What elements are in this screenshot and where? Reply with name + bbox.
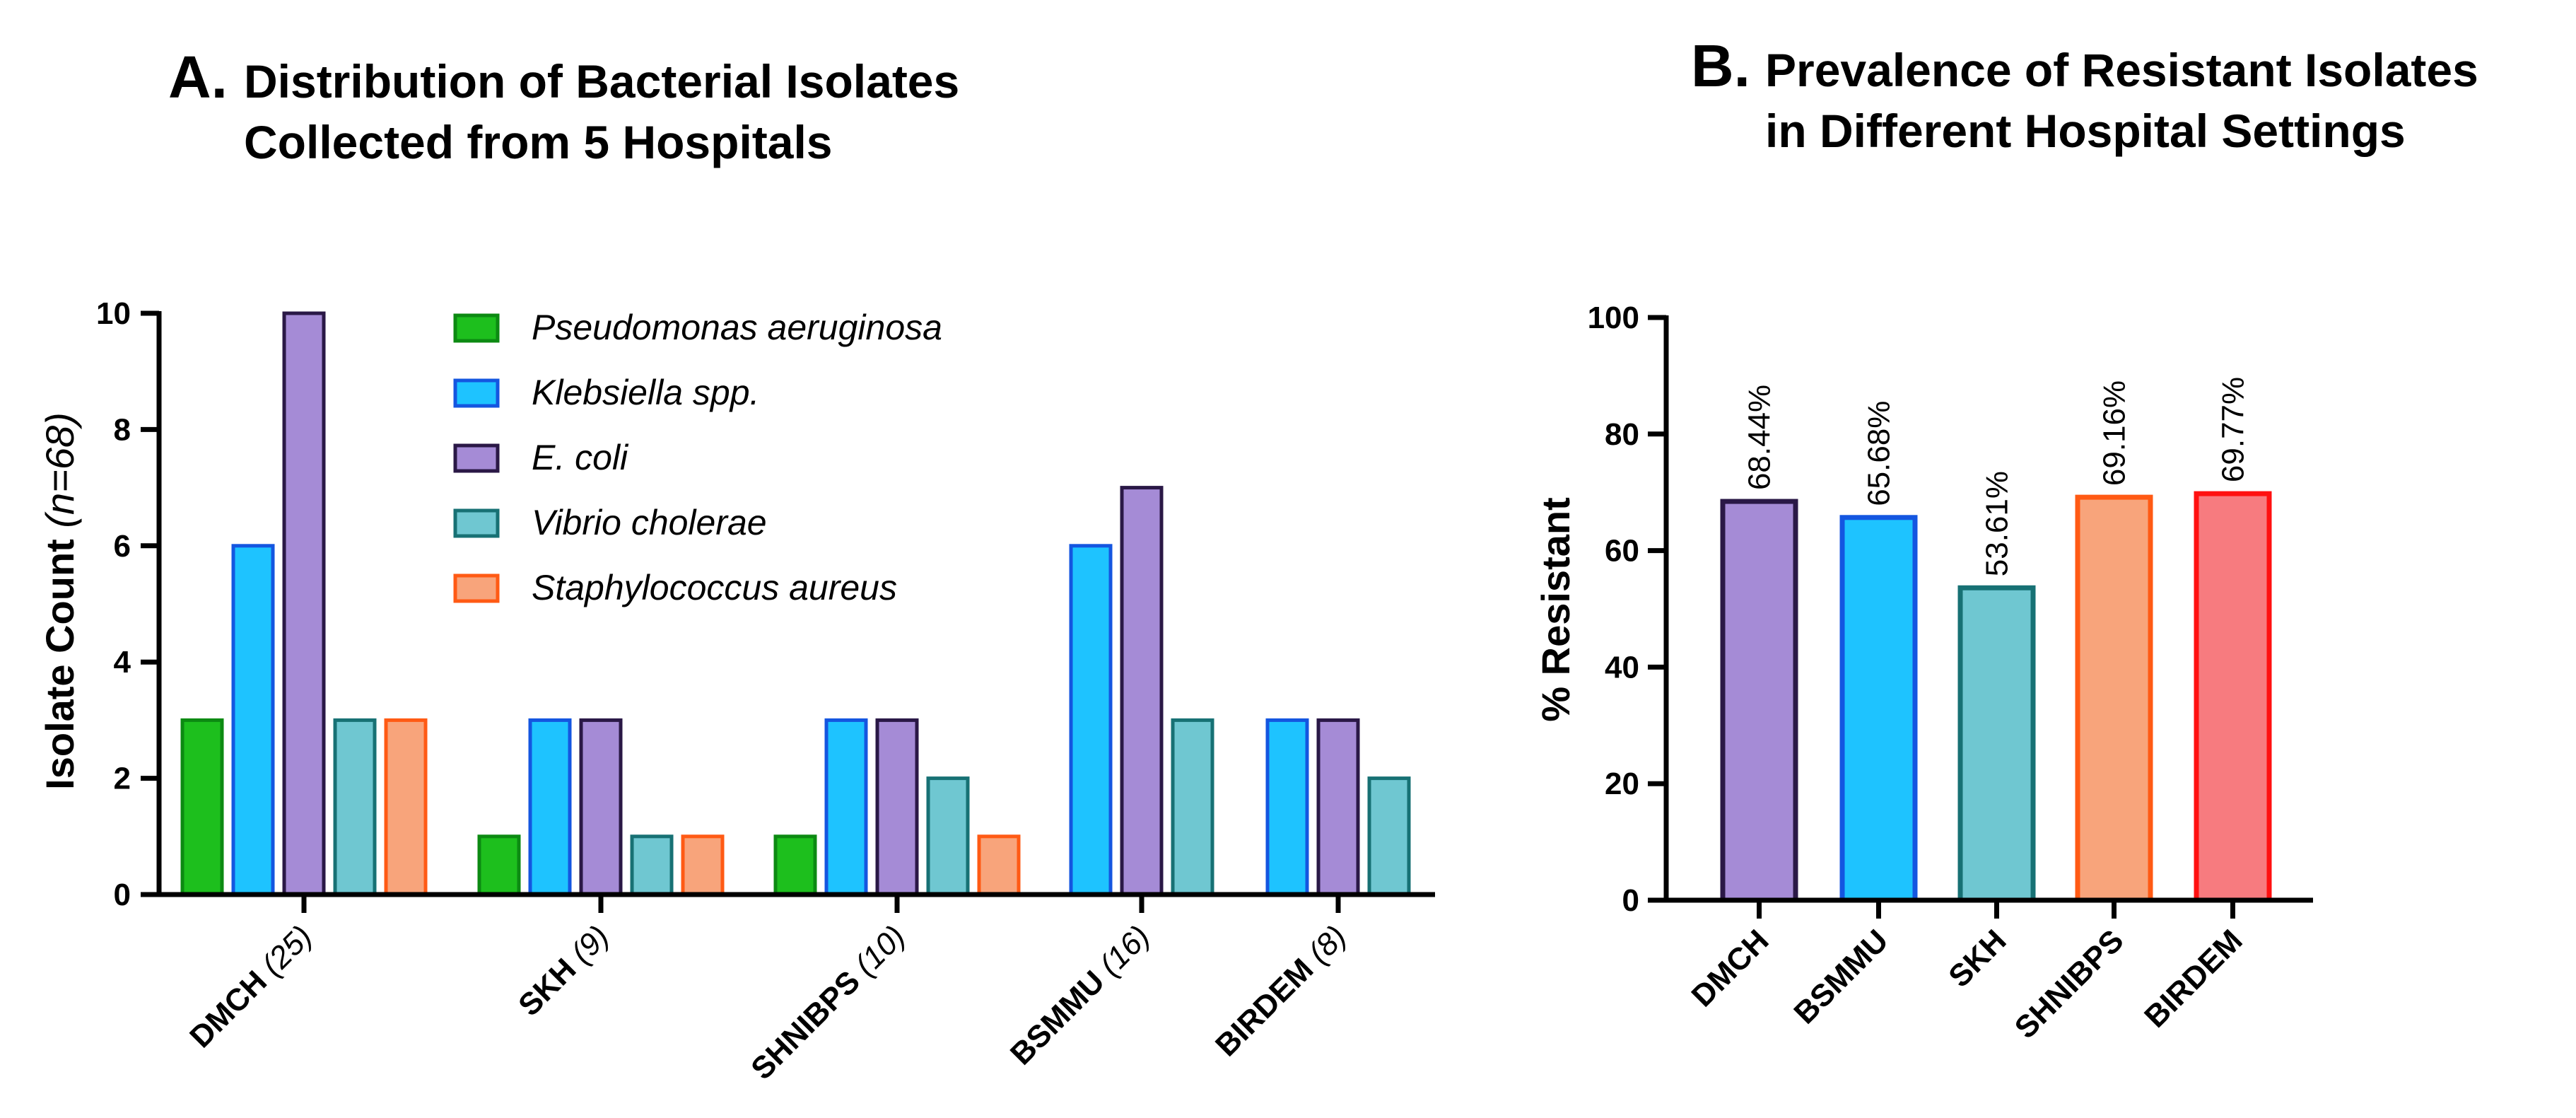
panel-a-x-tick-label: SHNIBPS (10) <box>744 919 912 1086</box>
panel-b-title-line1: Prevalence of Resistant Isolates <box>1765 44 2478 96</box>
panel-b-y-tick-label: 80 <box>1605 417 1639 452</box>
legend-label: E. coli <box>532 438 629 477</box>
panel-a-x-tick-label: SKH (9) <box>512 919 616 1023</box>
panel-a-x-tick-name: DMCH <box>183 964 274 1054</box>
panel-b-y-tick-label: 40 <box>1605 650 1639 685</box>
panel-b-bar <box>1957 585 2036 903</box>
panel-a-y-tick-label: 8 <box>114 412 131 447</box>
panel-b-y-tick-label: 0 <box>1622 883 1639 918</box>
legend-label: Staphylococcus aureus <box>532 568 897 607</box>
panel-a-y-tick-label: 6 <box>114 529 131 564</box>
legend-label: Pseudomonas aeruginosa <box>532 308 942 347</box>
panel-a-x-tick-label: DMCH (25) <box>183 919 319 1054</box>
panel-a-bar <box>630 834 674 897</box>
panel-a-x-tick-name: BSMMU <box>1004 964 1111 1071</box>
panel-a-y-axis-title: Isolate Count (n=68) <box>37 412 82 790</box>
panel-b: B. Prevalence of Resistant Isolates in D… <box>1533 33 2478 1045</box>
panel-a-x-ticks: DMCH (25) SKH (9) SHNIBPS (10) BSMMU (16) BI… <box>183 895 1353 1086</box>
panel-b-data-label: 69.16% <box>2097 380 2132 486</box>
panel-a-bar <box>180 718 224 897</box>
panel-a-bar <box>926 776 970 897</box>
legend-label: Klebsiella spp. <box>532 373 759 412</box>
panel-a-legend: Pseudomonas aeruginosa Klebsiella spp. E. … <box>453 308 942 607</box>
panel-b-y-tick-label: 100 <box>1588 301 1639 335</box>
panel-b-bar <box>2075 494 2153 903</box>
panel-a-x-tick-name: BIRDEM <box>1209 952 1320 1063</box>
panel-a-bar <box>977 834 1021 897</box>
panel-a-bar <box>1069 544 1113 897</box>
panel-b-title-line2: in Different Hospital Settings <box>1765 105 2406 157</box>
legend-swatch <box>453 378 500 408</box>
panel-b-data-label: 65.68% <box>1862 401 1897 506</box>
legend-swatch <box>453 313 500 343</box>
panel-a-y-tick-label: 0 <box>114 878 131 912</box>
panel-a: A. Distribution of Bacterial Isolates Co… <box>37 44 1435 1086</box>
panel-b-x-tick-label: SHNIBPS <box>2008 923 2131 1045</box>
panel-a-bar <box>333 718 377 897</box>
panel-a-y-tick-label: 2 <box>114 762 131 796</box>
panel-a-bar <box>1316 718 1360 897</box>
panel-a-bar <box>1171 718 1214 897</box>
legend-label: Vibrio cholerae <box>532 503 767 542</box>
legend-swatch <box>453 573 500 603</box>
panel-b-bar <box>2194 491 2272 903</box>
legend-swatch <box>453 508 500 538</box>
panel-a-bar <box>875 718 919 897</box>
panel-a-bar <box>1265 718 1309 897</box>
panel-a-bar <box>824 718 868 897</box>
panel-a-y-ticks: 0 2 4 6 8 10 <box>96 296 159 912</box>
panel-b-x-tick-label: SKH <box>1942 923 2013 994</box>
panel-a-bar <box>384 718 428 897</box>
panel-a-x-tick-label: BIRDEM (8) <box>1209 919 1353 1063</box>
panel-b-y-tick-label: 20 <box>1605 767 1639 801</box>
panel-a-bar <box>681 834 725 897</box>
panel-a-bar <box>477 834 521 897</box>
panel-a-letter: A. <box>168 44 228 110</box>
panel-a-bar <box>282 311 326 897</box>
panel-b-data-label: 69.77% <box>2216 377 2251 482</box>
panel-b-y-ticks: 0 20 40 60 80 100 <box>1588 301 1666 918</box>
panel-a-x-tick-name: SHNIBPS <box>744 964 867 1086</box>
panel-a-bar <box>773 834 817 897</box>
panel-a-title-line2: Collected from 5 Hospitals <box>244 116 833 168</box>
panel-b-y-tick-label: 60 <box>1605 534 1639 569</box>
panel-a-bar <box>1367 776 1411 897</box>
panel-b-x-tick-label: BIRDEM <box>2138 923 2249 1034</box>
panel-a-bar <box>231 544 275 897</box>
panel-a-bar <box>1120 486 1164 897</box>
panel-a-bars <box>180 311 1411 897</box>
panel-a-bar <box>528 718 572 897</box>
panel-a-title-line1: Distribution of Bacterial Isolates <box>244 55 959 107</box>
panel-b-data-label: 68.44% <box>1743 385 1777 490</box>
panel-a-y-axis-title-n: (n=68) <box>37 412 82 528</box>
panel-b-x-tick-label: BSMMU <box>1787 923 1895 1030</box>
panel-b-data-label: 53.61% <box>1980 471 2015 576</box>
panel-a-y-axis-title-main: Isolate Count <box>37 539 82 790</box>
panel-b-bars: 68.44% 65.68% 53.61% 69.16% 69.77% <box>1720 377 2272 903</box>
panel-b-bar <box>1839 515 1918 903</box>
panel-a-y-tick-label: 10 <box>96 296 131 331</box>
panel-a-y-tick-label: 4 <box>114 645 131 680</box>
panel-a-bar <box>579 718 623 897</box>
panel-b-letter: B. <box>1691 33 1750 99</box>
panel-b-bar <box>1720 499 1798 903</box>
panel-b-y-axis-title: % Resistant <box>1533 497 1578 721</box>
panel-a-x-tick-label: BSMMU (16) <box>1004 919 1157 1071</box>
panel-b-x-tick-label: DMCH <box>1685 923 1776 1013</box>
legend-swatch <box>453 443 500 473</box>
